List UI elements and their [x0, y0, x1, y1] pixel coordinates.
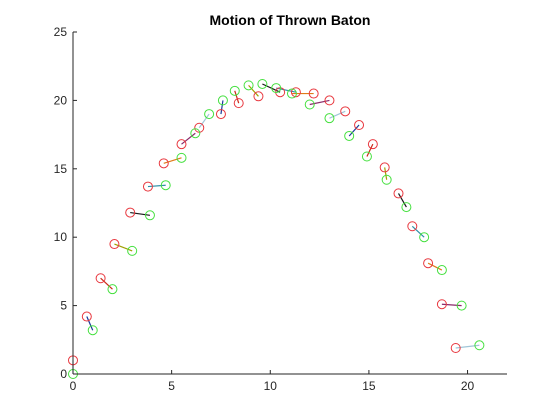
green-marker-17 [344, 130, 355, 141]
green-marker-21 [419, 232, 430, 243]
baton-link-16 [329, 110, 346, 119]
baton-link-18 [366, 143, 374, 157]
baton-link-10 [234, 90, 240, 104]
x-tick-label-5: 5 [168, 379, 175, 393]
baton-link-8 [198, 113, 210, 129]
red-marker-9 [215, 109, 226, 120]
red-marker-10 [233, 98, 244, 109]
baton-link-19 [384, 167, 388, 180]
red-marker-20 [393, 188, 404, 199]
y-tick-label-25: 25 [54, 25, 68, 39]
green-marker-13 [271, 83, 282, 94]
y-tick-label-0: 0 [60, 367, 67, 381]
chart-title: Motion of Thrown Baton [210, 12, 371, 28]
green-marker-2 [107, 284, 118, 295]
red-marker-6 [158, 158, 169, 169]
y-tick-label-5: 5 [60, 299, 67, 313]
x-tick-label-20: 20 [461, 379, 475, 393]
red-marker-1 [81, 311, 92, 322]
x-tick-label-15: 15 [362, 379, 376, 393]
y-tick-label-15: 15 [54, 162, 68, 176]
green-marker-7 [190, 128, 201, 139]
green-marker-3 [127, 245, 138, 256]
red-marker-18 [367, 139, 378, 150]
green-marker-16 [324, 113, 335, 124]
baton-link-23 [441, 303, 462, 307]
baton-link-9 [220, 100, 224, 115]
baton-link-24 [455, 344, 480, 349]
baton-link-2 [100, 277, 113, 290]
green-marker-6 [176, 152, 187, 163]
green-marker-15 [304, 99, 315, 110]
baton-link-5 [147, 184, 166, 188]
baton-link-15 [309, 99, 330, 106]
baton-link-22 [427, 262, 443, 271]
y-tick-label-10: 10 [54, 230, 68, 244]
red-marker-4 [125, 207, 136, 218]
green-marker-8 [204, 109, 215, 120]
red-marker-7 [176, 139, 187, 150]
baton-link-13 [276, 87, 297, 93]
red-marker-23 [436, 299, 447, 310]
green-marker-18 [361, 151, 372, 162]
red-marker-15 [324, 95, 335, 106]
green-marker-19 [381, 174, 392, 185]
green-marker-20 [401, 202, 412, 213]
green-marker-12 [257, 78, 268, 89]
red-marker-13 [290, 87, 301, 98]
green-marker-10 [229, 85, 240, 96]
y-tick-label-20: 20 [54, 93, 68, 107]
red-marker-11 [253, 91, 264, 102]
baton-link-1 [86, 316, 94, 331]
green-marker-11 [243, 80, 254, 91]
green-marker-23 [456, 300, 467, 311]
red-marker-3 [109, 239, 120, 250]
green-marker-22 [436, 265, 447, 276]
green-marker-4 [144, 210, 155, 221]
x-tick-label-0: 0 [70, 379, 77, 393]
baton-link-7 [181, 132, 196, 145]
x-tick-label-10: 10 [264, 379, 278, 393]
baton-link-6 [163, 157, 182, 164]
red-marker-16 [340, 106, 351, 117]
red-marker-24 [450, 343, 461, 354]
red-marker-2 [95, 273, 106, 284]
axes: 0 5 10 15 20 0 5 10 15 20 25 [54, 25, 507, 393]
red-marker-17 [354, 120, 365, 131]
green-marker-14 [286, 88, 297, 99]
baton-link-20 [397, 193, 407, 208]
red-marker-21 [407, 221, 418, 232]
red-marker-19 [379, 162, 390, 173]
green-marker-1 [87, 325, 98, 336]
baton-link-3 [114, 243, 133, 252]
baton-link-11 [248, 84, 259, 97]
baton-link-21 [411, 225, 425, 238]
green-marker-5 [160, 180, 171, 191]
red-marker-14 [308, 88, 319, 99]
green-marker-24 [474, 340, 485, 351]
plot-area [68, 78, 485, 379]
baton-link-17 [348, 124, 360, 137]
red-marker-22 [423, 258, 434, 269]
red-marker-5 [142, 181, 153, 192]
green-marker-9 [217, 95, 228, 106]
baton-link-4 [130, 211, 151, 216]
